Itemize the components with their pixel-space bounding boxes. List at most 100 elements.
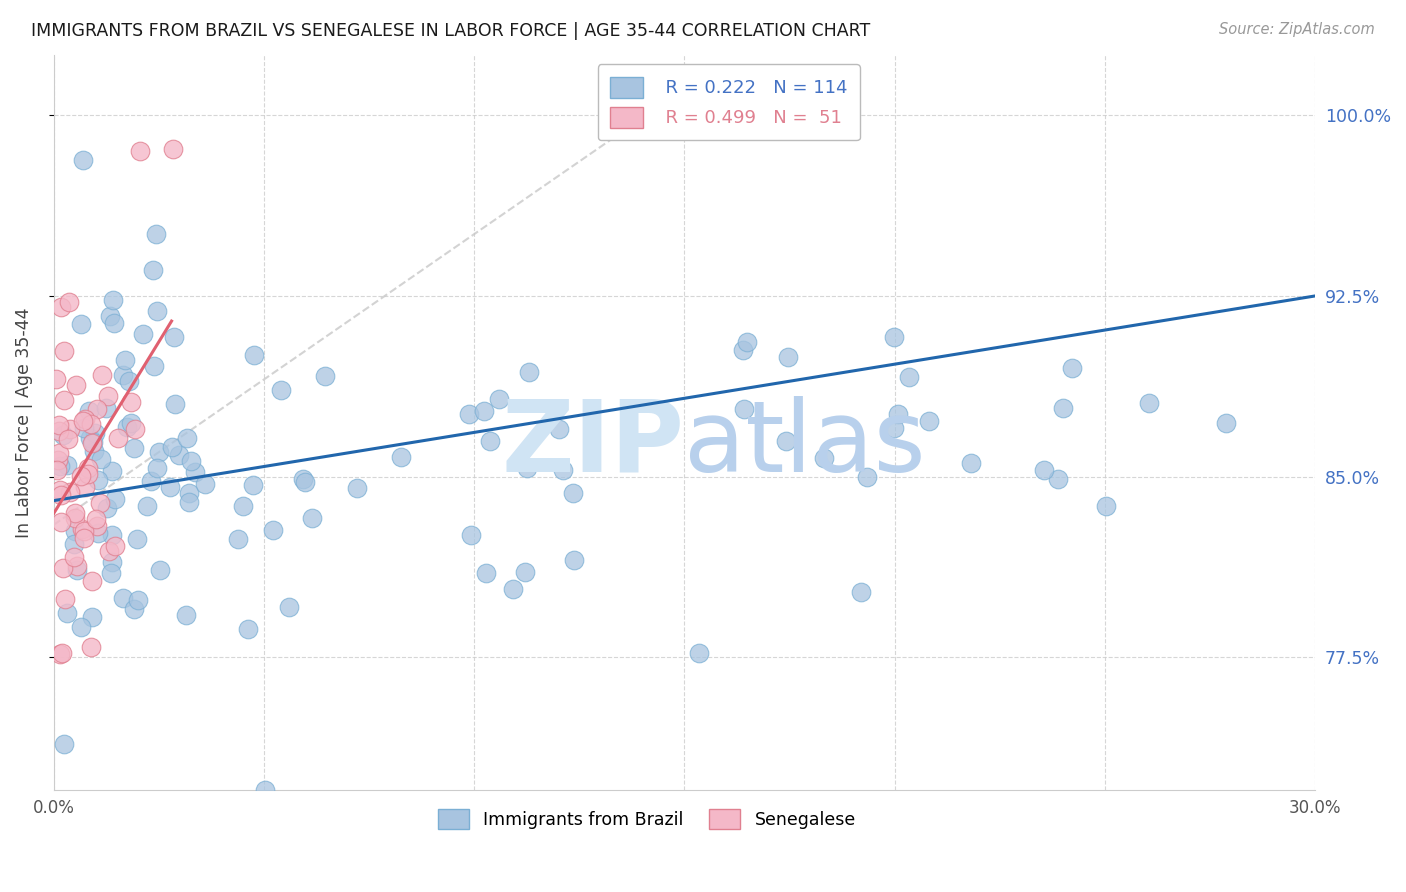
Point [59, 485, 82, 500]
Point [90, 451, 112, 466]
Point [87, 526, 110, 541]
Point [1060, 360, 1083, 375]
Point [72, 414, 94, 428]
Point [776, 350, 799, 364]
Point [262, 523, 284, 537]
Point [98, 544, 121, 558]
Point [122, 601, 145, 615]
Point [733, 402, 755, 417]
Point [49, 300, 72, 314]
Point [53, 343, 76, 358]
Point [960, 456, 983, 470]
Point [125, 532, 148, 546]
Point [1215, 416, 1237, 430]
Point [887, 407, 910, 421]
Point [80, 417, 103, 431]
Point [49, 515, 72, 529]
Point [1137, 396, 1160, 410]
Point [80, 436, 103, 450]
Point [179, 495, 201, 509]
Point [63, 506, 86, 520]
Point [145, 304, 167, 318]
Y-axis label: In Labor Force | Age 35-44: In Labor Force | Age 35-44 [15, 307, 32, 538]
Point [174, 607, 197, 622]
Point [897, 370, 920, 384]
Point [167, 448, 190, 462]
Point [236, 622, 259, 636]
Point [183, 465, 205, 479]
Point [194, 476, 217, 491]
Point [101, 555, 124, 569]
Point [232, 500, 254, 514]
Point [82, 434, 104, 449]
Point [79, 431, 101, 445]
Point [346, 481, 368, 495]
Point [148, 445, 170, 459]
Point [517, 365, 540, 379]
Text: Source: ZipAtlas.com: Source: ZipAtlas.com [1219, 22, 1375, 37]
Point [101, 528, 124, 542]
Point [46, 453, 69, 467]
Point [145, 227, 167, 242]
Point [551, 463, 574, 477]
Point [159, 480, 181, 494]
Point [292, 472, 315, 486]
Point [135, 499, 157, 513]
Point [502, 582, 524, 597]
Point [100, 464, 122, 478]
Point [101, 293, 124, 307]
Point [83, 426, 105, 441]
Point [849, 585, 872, 599]
Point [775, 434, 797, 448]
Point [62, 549, 84, 564]
Point [53, 592, 76, 607]
Point [107, 431, 129, 445]
Point [55, 458, 77, 473]
Point [127, 593, 149, 607]
Legend: Immigrants from Brazil, Senegalese: Immigrants from Brazil, Senegalese [430, 802, 862, 836]
Point [226, 532, 249, 546]
Point [53, 393, 76, 408]
Point [1046, 472, 1069, 486]
Point [73, 532, 96, 546]
Point [65, 563, 87, 577]
Point [472, 404, 495, 418]
Point [129, 145, 152, 159]
Point [80, 640, 103, 654]
Point [270, 383, 292, 397]
Point [103, 316, 125, 330]
Point [115, 419, 138, 434]
Point [149, 563, 172, 577]
Text: ZIP: ZIP [502, 396, 685, 493]
Point [562, 553, 585, 567]
Point [80, 610, 103, 624]
Point [96, 501, 118, 516]
Point [242, 478, 264, 492]
Point [45, 372, 67, 386]
Point [314, 368, 336, 383]
Point [86, 402, 108, 417]
Point [77, 461, 100, 475]
Point [56, 606, 79, 620]
Point [70, 317, 93, 331]
Point [73, 480, 96, 494]
Point [77, 467, 100, 482]
Point [73, 411, 96, 425]
Point [48, 417, 70, 432]
Point [688, 646, 710, 660]
Point [49, 459, 72, 474]
Point [813, 450, 835, 465]
Point [142, 359, 165, 373]
Point [1094, 499, 1116, 513]
Point [48, 424, 70, 438]
Point [49, 488, 72, 502]
Point [176, 431, 198, 445]
Point [547, 422, 569, 436]
Point [165, 397, 187, 411]
Point [104, 539, 127, 553]
Point [103, 491, 125, 506]
Point [562, 486, 585, 500]
Point [124, 422, 146, 436]
Point [48, 446, 70, 460]
Point [56, 432, 79, 446]
